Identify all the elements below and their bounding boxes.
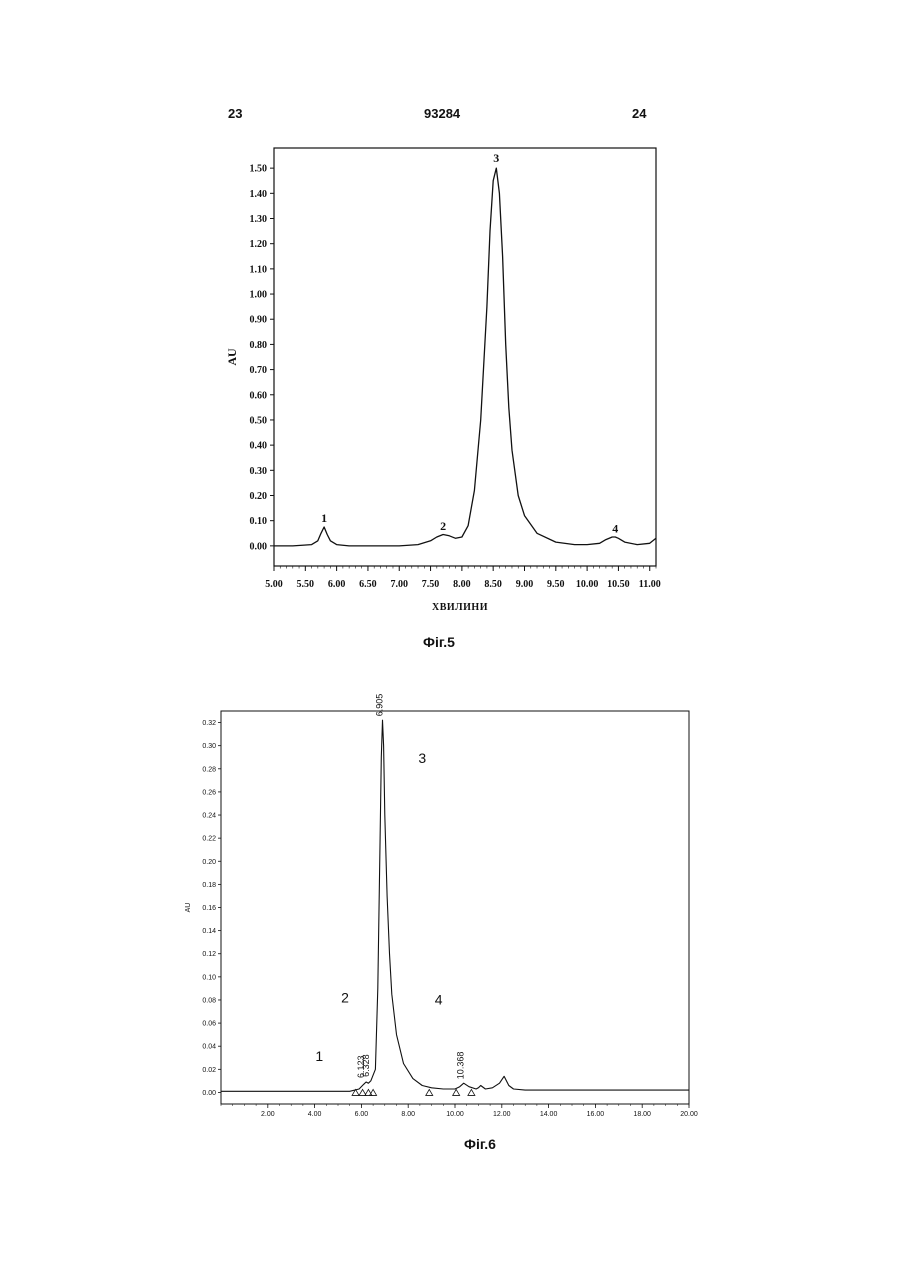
- y-tick-label: 0.00: [202, 1090, 216, 1097]
- y-tick-label: 0.30: [202, 743, 216, 750]
- x-tick-label: 9.50: [547, 579, 565, 590]
- chart-fig6: 0.00 0.02 0.04 0.06 0.08 0.10 0.12 0.14 0.16 0.18…: [185, 694, 698, 1118]
- baseline-marker: [370, 1089, 377, 1095]
- y-axis-label: AU: [225, 348, 239, 366]
- retention-time-label: 6.328: [361, 1054, 371, 1077]
- y-tick-label: 1.20: [250, 239, 268, 250]
- peak-label-1: 1: [321, 511, 327, 525]
- y-tick-label: 0.40: [250, 441, 268, 452]
- x-tick-label: 8.50: [484, 579, 502, 590]
- baseline-marker: [426, 1089, 433, 1095]
- y-tick-label: 0.06: [202, 1021, 216, 1028]
- y-tick-label: 0.24: [202, 813, 216, 820]
- x-tick-label: 6.50: [359, 579, 377, 590]
- retention-time-label: 6.905: [374, 694, 384, 717]
- y-tick-label: 1.40: [250, 189, 268, 200]
- peak-label-4: 4: [435, 992, 443, 1008]
- x-tick-label: 9.00: [516, 579, 534, 590]
- retention-time-label: 10.368: [456, 1052, 466, 1080]
- y-tick-label: 0.08: [202, 997, 216, 1004]
- x-tick-label: 4.00: [308, 1111, 322, 1118]
- y-tick-label: 0.10: [202, 974, 216, 981]
- x-tick-label: 12.00: [493, 1111, 511, 1118]
- peak-label-3: 3: [418, 750, 426, 766]
- y-tick-label: 0.60: [250, 390, 268, 401]
- x-tick-label: 10.00: [576, 579, 599, 590]
- x-axis-label: ХВИЛИНИ: [432, 602, 488, 613]
- x-tick-label: 2.00: [261, 1111, 275, 1118]
- series-line: [274, 168, 656, 546]
- x-tick-label: 6.00: [328, 579, 346, 590]
- peak-label-2: 2: [341, 989, 349, 1005]
- y-tick-label: 0.50: [250, 415, 268, 426]
- x-tick-label: 6.00: [355, 1111, 369, 1118]
- plot-frame: [274, 148, 656, 566]
- y-tick-label: 0.10: [250, 516, 268, 527]
- x-tick-label: 16.00: [587, 1111, 605, 1118]
- y-tick-label: 0.16: [202, 905, 216, 912]
- x-tick-label: 7.50: [422, 579, 440, 590]
- caption-fig6: Фіг.6: [464, 1136, 496, 1152]
- y-tick-label: 0.20: [250, 491, 268, 502]
- x-tick-label: 8.00: [453, 579, 471, 590]
- x-tick-label: 18.00: [633, 1111, 651, 1118]
- y-tick-label: 0.00: [250, 541, 268, 552]
- x-tick-label: 5.50: [297, 579, 315, 590]
- y-tick-label: 0.80: [250, 340, 268, 351]
- x-tick-label: 20.00: [680, 1111, 698, 1118]
- y-tick-label: 0.04: [202, 1044, 216, 1051]
- peak-label-3: 3: [493, 151, 499, 165]
- y-tick-label: 0.20: [202, 859, 216, 866]
- y-tick-label: 0.14: [202, 928, 216, 935]
- y-tick-label: 0.90: [250, 315, 268, 326]
- x-tick-label: 10.50: [607, 579, 630, 590]
- chart-fig5: 0.00 0.10 0.20 0.30 0.40 0.50 0.60 0.70 0.80 0.90…: [225, 148, 661, 613]
- y-tick-label: 0.32: [202, 720, 216, 727]
- series-line: [221, 720, 689, 1091]
- plot-frame: [221, 711, 689, 1104]
- y-tick-label: 1.00: [250, 290, 268, 301]
- y-tick-label: 0.02: [202, 1067, 216, 1074]
- y-tick-label: 0.28: [202, 766, 216, 773]
- peak-label-1: 1: [315, 1048, 323, 1064]
- y-tick-label: 1.50: [250, 164, 268, 175]
- y-axis-label: AU: [185, 903, 192, 913]
- x-tick-label: 8.00: [401, 1111, 415, 1118]
- baseline-marker: [453, 1089, 460, 1095]
- y-tick-label: 0.70: [250, 365, 268, 376]
- y-tick-label: 1.30: [250, 214, 268, 225]
- peak-label-2: 2: [440, 519, 446, 533]
- y-tick-label: 0.18: [202, 882, 216, 889]
- peak-label-4: 4: [612, 521, 618, 535]
- y-tick-label: 0.12: [202, 951, 216, 958]
- baseline-marker: [468, 1089, 475, 1095]
- y-tick-label: 0.26: [202, 789, 216, 796]
- caption-fig5: Фіг.5: [423, 634, 455, 650]
- x-tick-label: 5.00: [265, 579, 283, 590]
- y-tick-label: 1.10: [250, 264, 268, 275]
- y-tick-label: 0.22: [202, 836, 216, 843]
- x-tick-label: 14.00: [540, 1111, 558, 1118]
- x-tick-label: 11.00: [639, 579, 661, 590]
- y-tick-label: 0.30: [250, 466, 268, 477]
- x-tick-label: 7.00: [390, 579, 408, 590]
- x-tick-label: 10.00: [446, 1111, 464, 1118]
